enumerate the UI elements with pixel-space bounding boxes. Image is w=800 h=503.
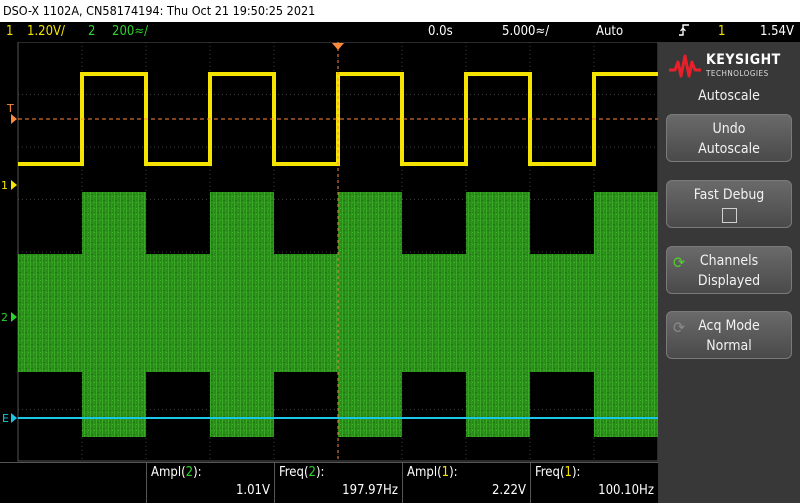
measurement-channel: 1: [564, 465, 572, 480]
keysight-logo: KEYSIGHT TECHNOLOGIES: [666, 46, 794, 82]
acq-mode-line2: Normal: [706, 338, 752, 354]
ch2-segment: [402, 254, 466, 372]
ch2-ground-marker[interactable]: 2: [1, 311, 17, 324]
external-marker-label: E: [2, 412, 9, 425]
ch2-segment: [210, 192, 274, 437]
acq-mode-button[interactable]: ⟳ Acq Mode Normal: [666, 311, 792, 359]
trigger-marker-label: T: [6, 102, 14, 115]
trigger-rising-edge-icon: [678, 22, 690, 45]
ch2-segment: [530, 254, 594, 372]
undo-autoscale-line1: Undo: [712, 121, 746, 137]
ch1-ground-marker[interactable]: 1: [1, 179, 17, 192]
ch2-marker-label: 2: [1, 311, 8, 324]
measurement-channel: 1: [441, 465, 450, 480]
trigger-level[interactable]: 1.54V: [759, 24, 794, 39]
trigger-level-marker[interactable]: T: [6, 102, 17, 124]
trigger-mode[interactable]: Auto: [596, 24, 624, 39]
trigger-position-marker[interactable]: [332, 43, 344, 50]
fast-debug-checkbox[interactable]: [721, 208, 737, 223]
measurement-name: Freq: [279, 465, 304, 480]
ch1-number[interactable]: 1: [6, 24, 14, 39]
undo-autoscale-button[interactable]: Undo Autoscale: [666, 114, 792, 162]
fast-debug-button[interactable]: Fast Debug: [666, 180, 792, 228]
ch2-segment: [594, 192, 658, 437]
channels-displayed-line2: Displayed: [697, 273, 761, 289]
measurement-channel: 2: [308, 465, 316, 480]
status-bar: 1 1.20V/ 2 200≈/ 0.0s 5.000≈/ Auto 1 1.5…: [0, 22, 800, 42]
measurement-freq-ch1[interactable]: Freq(1): 100.10Hz: [530, 463, 658, 503]
ch2-scale[interactable]: 200≈/: [112, 24, 149, 39]
acq-mode-line1: Acq Mode: [698, 318, 760, 334]
menu-title: Autoscale: [698, 88, 760, 104]
waveform-graticule: T 1 2 E: [1, 41, 659, 462]
softkey-panel: KEYSIGHT TECHNOLOGIES Autoscale Undo Aut…: [658, 42, 800, 503]
measurement-name: Freq: [535, 465, 560, 480]
keysight-wave-icon: [669, 54, 701, 78]
brand-name: KEYSIGHT: [706, 52, 781, 68]
title-bar: DSO-X 1102A, CN58174194: Thu Oct 21 19:5…: [0, 0, 800, 22]
measurement-freq-ch2[interactable]: Freq(2): 197.97Hz: [274, 463, 402, 503]
trigger-source: 1: [718, 24, 726, 39]
measurement-label: Ampl(2):: [151, 465, 202, 480]
ch1-marker-label: 1: [1, 179, 8, 192]
measurement-label: Ampl(1):: [407, 465, 458, 480]
ch2-number[interactable]: 2: [88, 24, 96, 39]
timebase-value[interactable]: 5.000≈/: [502, 24, 550, 39]
undo-autoscale-line2: Autoscale: [698, 141, 760, 157]
external-marker[interactable]: E: [2, 412, 17, 425]
rotate-green-icon: ⟳: [673, 253, 686, 272]
measurement-ampl-ch2[interactable]: Ampl(2): 1.01V: [146, 463, 274, 503]
ch2-segment: [338, 192, 402, 437]
channels-displayed-button[interactable]: ⟳ Channels Displayed: [666, 246, 792, 294]
measurement-value: 2.22V: [491, 483, 526, 498]
measurement-name: Ampl: [407, 465, 438, 480]
measurement-bar: Ampl(2): 1.01V Freq(2): 197.97Hz Ampl(1)…: [0, 462, 658, 503]
delay-value[interactable]: 0.0s: [428, 24, 453, 39]
waveform-display[interactable]: T 1 2 E: [0, 41, 659, 462]
ch2-segment: [274, 254, 338, 372]
ch2-segment: [146, 254, 210, 372]
ch1-scale[interactable]: 1.20V/: [27, 24, 65, 39]
brand-sub: TECHNOLOGIES: [706, 69, 769, 78]
measurement-value: 100.10Hz: [598, 483, 654, 498]
measurement-channel: 2: [185, 465, 194, 480]
fast-debug-label: Fast Debug: [693, 187, 765, 203]
measurement-value: 197.97Hz: [342, 483, 398, 498]
measurement-name: Ampl: [151, 465, 182, 480]
rotate-grey-icon: ⟳: [673, 318, 686, 337]
window-title: DSO-X 1102A, CN58174194: Thu Oct 21 19:5…: [3, 3, 316, 18]
ch2-segment: [82, 192, 146, 437]
measurement-label: Freq(2):: [279, 465, 325, 480]
measurement-ampl-ch1[interactable]: Ampl(1): 2.22V: [402, 463, 530, 503]
ch2-segment: [466, 192, 530, 437]
ch1-trace: [18, 72, 658, 166]
measurement-value: 1.01V: [235, 483, 270, 498]
ch2-waveform: [18, 192, 658, 437]
channels-displayed-line1: Channels: [699, 253, 759, 269]
ch1-waveform: [18, 72, 658, 166]
ch2-segment: [18, 254, 82, 372]
measurement-label: Freq(1):: [535, 465, 581, 480]
